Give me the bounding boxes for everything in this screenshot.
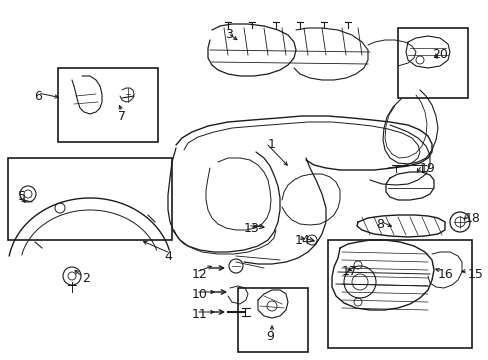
Text: 3: 3 bbox=[224, 28, 232, 41]
Text: 10: 10 bbox=[192, 288, 207, 301]
Text: 12: 12 bbox=[192, 268, 207, 281]
Text: 1: 1 bbox=[267, 138, 275, 151]
Text: 8: 8 bbox=[375, 218, 383, 231]
Text: 6: 6 bbox=[34, 90, 42, 103]
Text: 17: 17 bbox=[341, 265, 357, 278]
Bar bbox=[238, 288, 307, 352]
Text: 18: 18 bbox=[464, 212, 480, 225]
Text: 4: 4 bbox=[164, 250, 172, 263]
Text: 5: 5 bbox=[18, 190, 26, 203]
Text: 15: 15 bbox=[467, 268, 483, 281]
Text: 7: 7 bbox=[118, 110, 126, 123]
Text: 14: 14 bbox=[294, 234, 310, 247]
Text: 13: 13 bbox=[244, 222, 259, 235]
Text: 11: 11 bbox=[192, 308, 207, 321]
Text: 16: 16 bbox=[437, 268, 453, 281]
Bar bbox=[58, 68, 158, 142]
Bar bbox=[397, 28, 467, 98]
Text: 19: 19 bbox=[419, 162, 435, 175]
Bar bbox=[8, 158, 172, 240]
Text: 9: 9 bbox=[265, 330, 273, 343]
Text: 2: 2 bbox=[82, 272, 90, 285]
Text: 20: 20 bbox=[431, 48, 447, 61]
Bar bbox=[327, 240, 471, 348]
